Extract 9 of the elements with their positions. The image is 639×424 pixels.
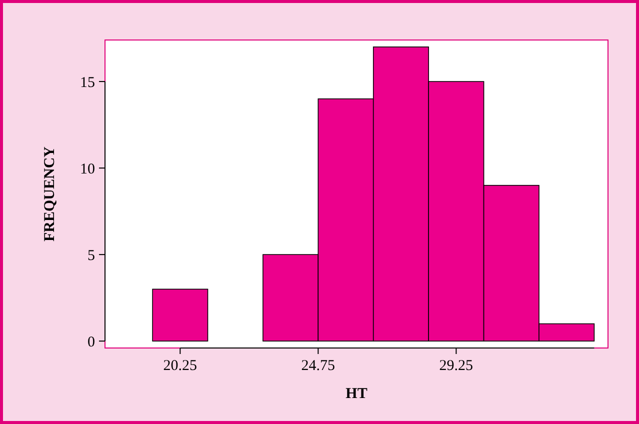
x-tick-label: 29.25 bbox=[439, 358, 474, 374]
y-tick-label: 10 bbox=[80, 161, 95, 178]
x-tick-label: 24.75 bbox=[301, 358, 336, 374]
x-axis-title: HT bbox=[346, 386, 368, 402]
y-tick-label: 0 bbox=[88, 334, 95, 350]
x-tick-label: 20.25 bbox=[163, 358, 198, 374]
y-tick-label: 15 bbox=[80, 74, 95, 91]
y-axis-title: FREQUENCY bbox=[42, 146, 58, 242]
y-tick-label: 5 bbox=[88, 248, 95, 264]
